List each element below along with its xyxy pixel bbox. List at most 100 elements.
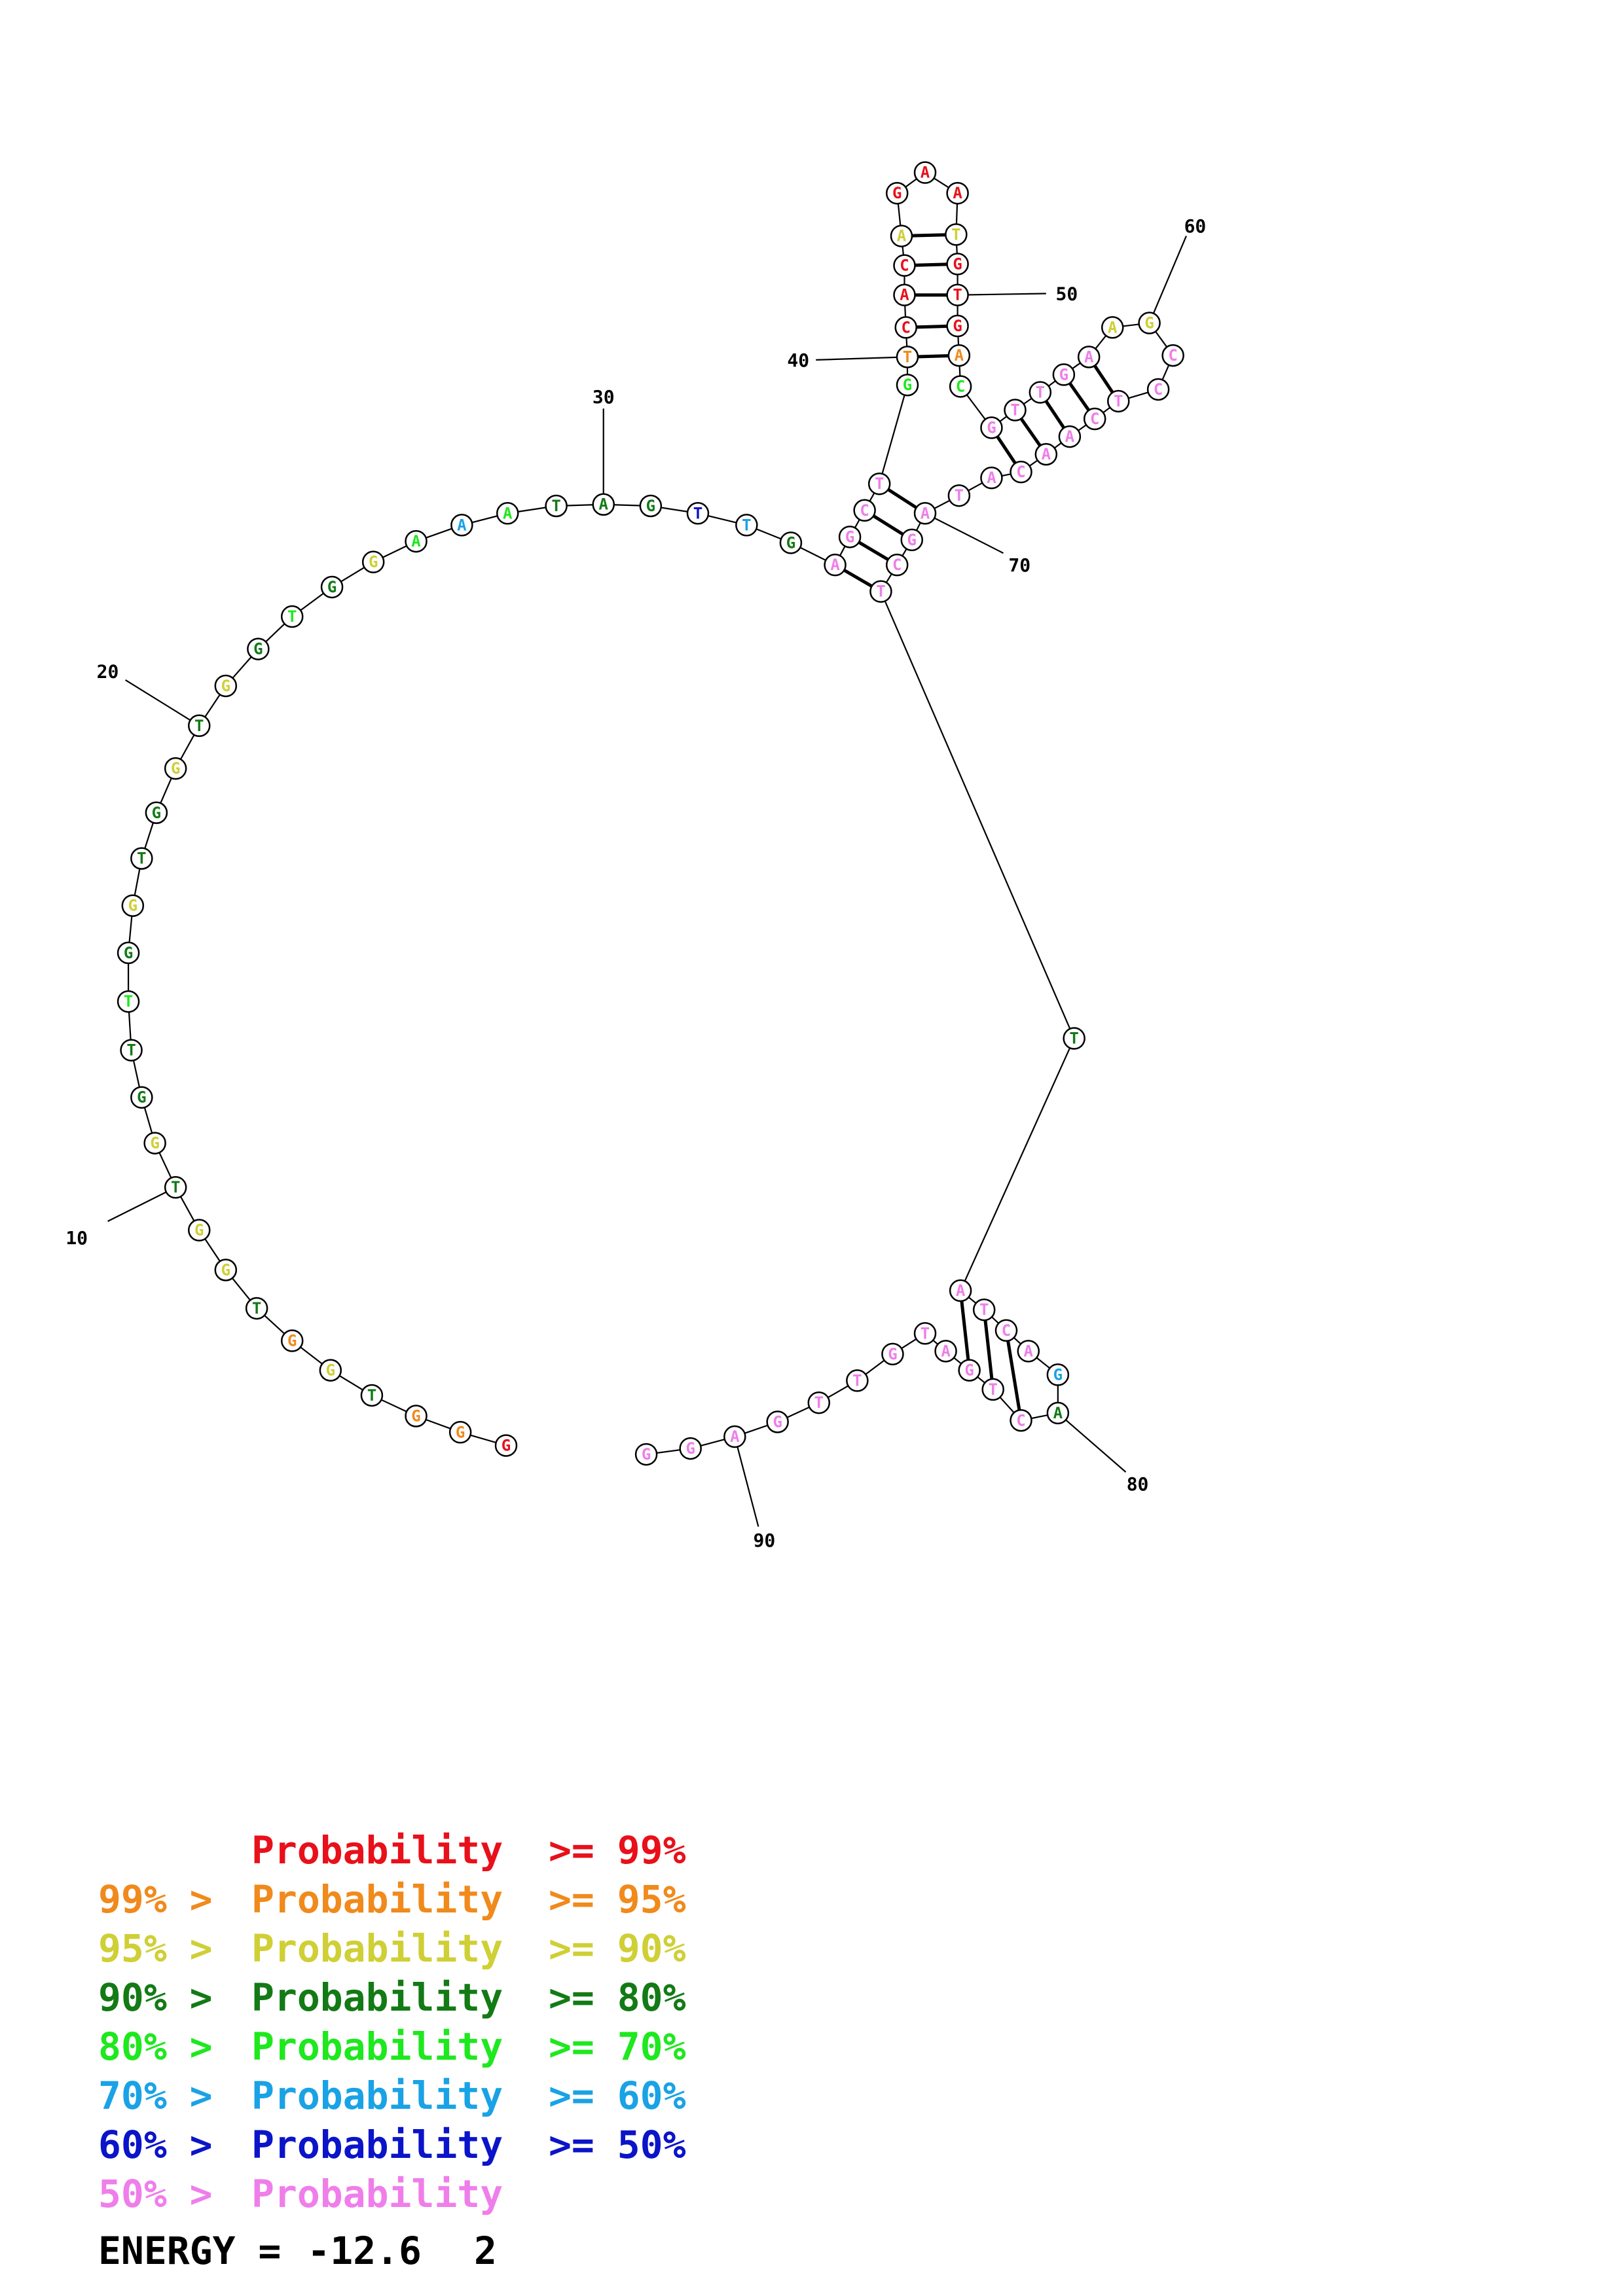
nucleotide-78: A xyxy=(1017,1340,1040,1363)
nucleotide-92: G xyxy=(634,1443,658,1466)
nucleotide-29: T xyxy=(545,494,568,518)
nucleotide-base: G xyxy=(128,897,137,915)
nucleotide-base: C xyxy=(1154,380,1163,399)
legend-prefix: 80% > xyxy=(98,2024,213,2069)
nucleotide-base: A xyxy=(921,504,930,522)
nucleotide-90: A xyxy=(723,1425,746,1448)
nucleotide-base: G xyxy=(685,1439,695,1458)
nucleotide-circle xyxy=(1034,442,1058,466)
nucleotide-base: G xyxy=(326,1361,335,1380)
nucleotide-41: C xyxy=(894,316,917,339)
nucleotide-77: C xyxy=(994,1319,1018,1342)
nucleotide-circle xyxy=(1052,363,1076,386)
nucleotide-74: T xyxy=(1063,1027,1085,1050)
nucleotide-circle xyxy=(280,605,304,628)
nucleotide-40: T xyxy=(896,346,919,368)
nucleotide-circle xyxy=(1107,389,1130,413)
nucleotide-base: A xyxy=(457,516,467,534)
nucleotide-87: T xyxy=(846,1369,869,1392)
nucleotide-56: T xyxy=(1029,381,1052,404)
nucleotide-circle xyxy=(980,466,1003,490)
legend-prefix: 60% > xyxy=(98,2123,213,2167)
nucleotide-10: T xyxy=(164,1175,187,1199)
nucleotide-circle xyxy=(900,528,923,552)
position-tick-line xyxy=(107,1187,176,1222)
nucleotide-circle xyxy=(634,1443,658,1466)
base-pair-line xyxy=(982,1309,995,1390)
nucleotide-38: T xyxy=(867,472,891,495)
nucleotide-circle xyxy=(1063,1027,1085,1050)
nucleotide-base: T xyxy=(124,992,133,1011)
nucleotide-circle xyxy=(1146,378,1170,401)
nucleotide-31: G xyxy=(639,494,663,518)
base-pair-lines xyxy=(834,232,1120,1421)
nucleotide-18: G xyxy=(145,801,168,825)
nucleotide-15: G xyxy=(117,941,140,965)
nucleotide-circle xyxy=(592,493,615,516)
nucleotide-base: G xyxy=(501,1437,511,1455)
legend-row: 90% > Probability >= 80% xyxy=(98,1973,686,2022)
legend-row: 95% > Probability >= 90% xyxy=(98,1924,686,1973)
nucleotide-base: G xyxy=(845,528,854,546)
nucleotide-33: T xyxy=(735,514,758,537)
nucleotide-13: T xyxy=(120,1039,143,1062)
nucleotide-circle xyxy=(117,941,140,965)
probability-legend: Probability >= 99% 99% > Probability >= 95% 9… xyxy=(98,1826,686,2219)
nucleotide-base: T xyxy=(1114,392,1123,410)
legend-prefix: 99% > xyxy=(98,1877,213,1922)
backbone-segment xyxy=(960,1038,1075,1291)
position-tick-line xyxy=(924,512,1004,554)
nucleotide-circle xyxy=(958,1359,981,1382)
nucleotide-circle xyxy=(980,416,1003,439)
nucleotide-base: A xyxy=(1084,348,1094,366)
legend-row: Probability >= 99% xyxy=(98,1826,686,1875)
nucleotide-80: A xyxy=(1046,1401,1070,1425)
nucleotide-circle xyxy=(496,502,519,525)
nucleotide-72: C xyxy=(885,553,909,577)
nucleotide-27: A xyxy=(450,514,473,537)
legend-threshold: >= 50% xyxy=(549,2123,686,2167)
nucleotide-65: A xyxy=(1058,425,1082,448)
nucleotide-6: G xyxy=(280,1329,304,1352)
nucleotide-circle xyxy=(1161,344,1184,367)
nucleotide-circle xyxy=(946,253,969,276)
nucleotide-base: A xyxy=(411,532,421,550)
position-label-50: 50 xyxy=(1056,283,1078,304)
nucleotide-circle xyxy=(735,514,758,537)
nucleotide-base: G xyxy=(411,1407,420,1425)
nucleotide-circle xyxy=(881,1342,904,1366)
nucleotide-46: A xyxy=(913,161,937,184)
nucleotide-base: C xyxy=(900,257,909,275)
nucleotide-circle xyxy=(913,161,937,184)
nucleotide-59: A xyxy=(1101,316,1124,339)
legend-threshold: >= 80% xyxy=(549,1975,686,2020)
nucleotide-76: T xyxy=(972,1298,996,1321)
nucleotide-7: T xyxy=(245,1297,268,1320)
position-label-40: 40 xyxy=(787,350,809,371)
nucleotide-37: C xyxy=(853,499,876,522)
nucleotide-39: G xyxy=(896,373,919,397)
nucleotide-circle xyxy=(164,1175,187,1199)
nucleotide-circle xyxy=(130,1086,153,1109)
nucleotide-91: G xyxy=(679,1437,702,1460)
legend-label: Probability xyxy=(251,1877,503,1922)
nucleotide-circle xyxy=(867,472,891,495)
nucleotide-circle xyxy=(779,531,803,554)
nucleotide-base: G xyxy=(773,1413,782,1431)
nucleotide-68: A xyxy=(980,466,1003,490)
energy-label: ENERGY = xyxy=(98,2229,282,2273)
nucleotide-84: A xyxy=(934,1340,957,1363)
nucleotide-34: G xyxy=(779,531,803,554)
nucleotide-64: C xyxy=(1083,407,1106,431)
nucleotide-69: T xyxy=(947,484,971,507)
nucleotide-49: G xyxy=(946,253,969,276)
nucleotide-base: T xyxy=(551,497,560,515)
nucleotide-circle xyxy=(893,283,916,306)
legend-threshold: >= 90% xyxy=(549,1926,686,1971)
nucleotide-21: G xyxy=(214,674,238,698)
nucleotide-base: A xyxy=(599,495,609,514)
nucleotide-base: G xyxy=(253,640,263,658)
nucleotide-50: T xyxy=(946,283,969,306)
legend-prefix: 70% > xyxy=(98,2073,213,2118)
